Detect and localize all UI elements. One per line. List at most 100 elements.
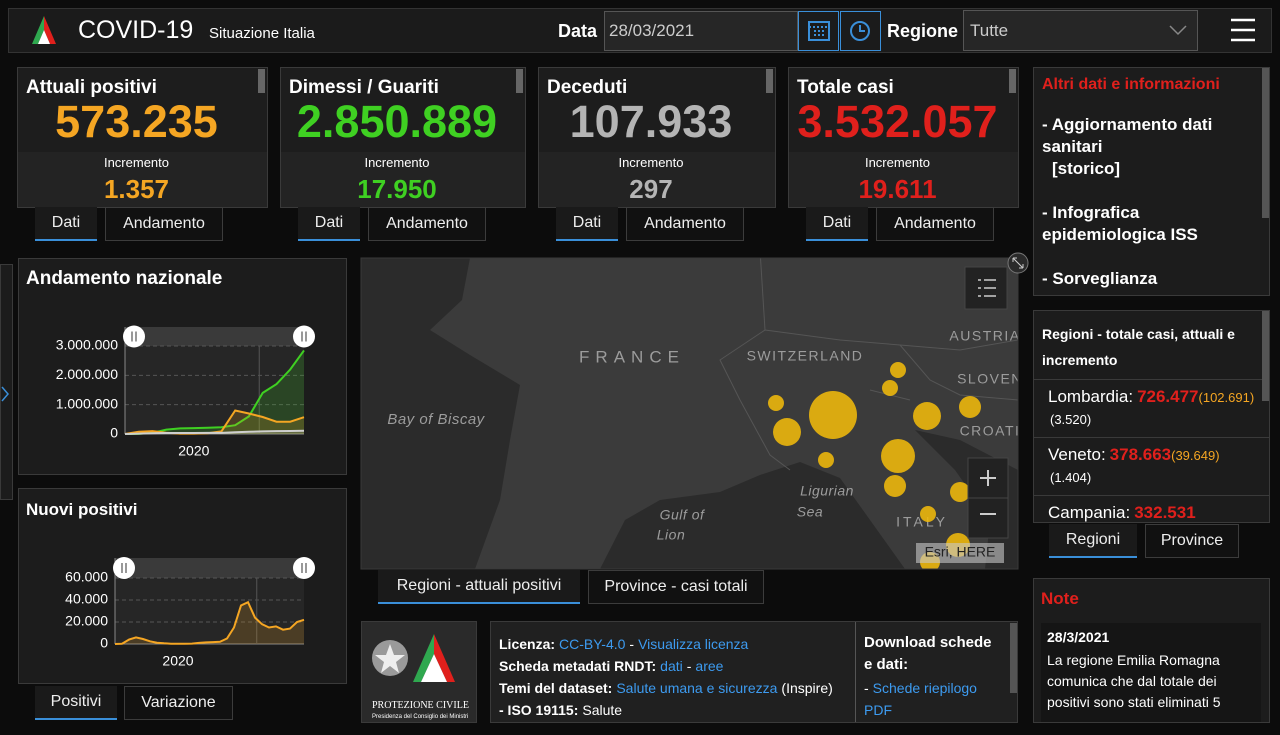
chart-tab[interactable]: Variazione [124, 686, 233, 720]
card-increment: 17.950 [357, 174, 437, 204]
side-toggle[interactable] [0, 264, 13, 500]
scrollbar[interactable] [1009, 69, 1016, 93]
side-arrow [1, 386, 9, 402]
zoom-controls [967, 457, 1009, 539]
scrollbar[interactable] [516, 69, 523, 93]
map-label: Sea [797, 504, 823, 520]
card-title: Totale casi [797, 77, 894, 98]
region-total: 726.477 [1137, 387, 1199, 406]
card-increment: 19.611 [858, 174, 937, 204]
map-bubble [808, 390, 858, 440]
info-link[interactable]: - Sorveglianza [1042, 269, 1158, 288]
license-bold: Licenza: [499, 636, 556, 652]
card-tab[interactable]: Dati [556, 207, 618, 241]
card-tab[interactable]: Andamento [626, 207, 744, 241]
menu-button[interactable] [1229, 17, 1257, 43]
note-date: 28/3/2021 [1047, 629, 1110, 645]
card-increment-label: Incremento [864, 155, 931, 170]
note-text: La regione Emilia Romagna comunica che d… [1047, 652, 1221, 710]
scrollbar[interactable] [258, 69, 265, 93]
chart-title: Nuovi positivi [26, 500, 138, 519]
map-label: SLOVEN [957, 371, 1023, 387]
map-label: CROATI [960, 423, 1021, 439]
card-tab[interactable]: Dati [298, 207, 360, 241]
calendar-button[interactable] [798, 11, 839, 51]
map-bubble [920, 506, 936, 522]
map-tab[interactable]: Province - casi totali [588, 570, 764, 604]
map-sea [600, 462, 905, 569]
scrollbar[interactable] [766, 69, 773, 93]
stat-card: Totale casi 3.532.057 Incremento 19.611 [788, 67, 1019, 208]
card-tab[interactable]: Andamento [876, 207, 994, 241]
card-title: Dimessi / Guariti [289, 77, 439, 98]
regions-tab[interactable]: Regioni [1049, 524, 1137, 558]
zoom-in-icon [980, 470, 996, 486]
map-bubble [882, 380, 898, 396]
logo-box: PROTEZIONE CIVILE Presidenza del Consigl… [361, 621, 477, 723]
layer-list-button [964, 266, 1008, 310]
card-increment: 1.357 [103, 174, 170, 204]
regions-tab[interactable]: Province [1145, 524, 1239, 558]
dropdown-arrow [1169, 25, 1187, 36]
license-plain: (Inspire) [781, 680, 833, 696]
card-value: 573.235 [55, 96, 218, 147]
license-bold: Temi del dataset: [499, 680, 613, 696]
map-attribution: Esri, HERE [925, 544, 996, 560]
license-line: Temi del dataset: Salute umana e sicurezz… [499, 677, 837, 699]
region-total: 332.531 [1134, 503, 1196, 522]
chart-tab[interactable]: Positivi [35, 686, 117, 720]
map-frame [360, 257, 1019, 570]
region-name: Lombardia: [1048, 387, 1134, 406]
map-bubble [818, 452, 834, 468]
card-title: Attuali positivi [26, 77, 157, 98]
info-storico[interactable]: [storico] [1052, 159, 1120, 178]
attribution-box [916, 543, 1004, 563]
logo-text: PROTEZIONE CIVILE [372, 700, 469, 711]
card-increment-label: Incremento [364, 155, 430, 170]
scrollbar[interactable] [1262, 311, 1269, 401]
time-button[interactable] [840, 11, 881, 51]
license-link[interactable]: CC-BY-4.0 [559, 636, 626, 652]
license-line: Licenza: CC-BY-4.0- Visualizza licenza [499, 633, 837, 655]
license-box: Licenza: CC-BY-4.0- Visualizza licenza Sche… [490, 621, 1018, 723]
map-bubble [773, 418, 801, 446]
region-row: Veneto: 378.663(39.649) (1.404) [1034, 437, 1269, 495]
region-increment: (3.520) [1050, 412, 1092, 427]
info-link[interactable]: - Infografica epidemiologica ISS [1042, 203, 1198, 244]
map-land [361, 258, 1018, 569]
license-link[interactable]: Schede riepilogo PDF [864, 680, 977, 718]
card-tab[interactable]: Dati [806, 207, 868, 241]
license-bold: Scheda metadati RNDT: [499, 658, 657, 674]
info-link[interactable]: - Aggiornamento dati sanitari [storico] [1042, 114, 1261, 180]
map-bubble [950, 482, 970, 502]
license-link[interactable]: Salute umana e sicurezza [616, 680, 778, 696]
license-link[interactable]: Visualizza licenza [638, 636, 749, 652]
card-increment: 297 [629, 174, 673, 204]
stat-card: Attuali positivi 573.235 Incremento 1.357 [17, 67, 268, 208]
chart-panel [18, 258, 347, 475]
region-select[interactable]: Tutte [963, 10, 1198, 51]
card-tab[interactable]: Andamento [368, 207, 486, 241]
license-link[interactable]: aree [695, 658, 724, 674]
map-label: Ligurian [800, 483, 854, 499]
calendar-icon [808, 21, 830, 41]
card-tab[interactable]: Andamento [105, 207, 223, 241]
map-label: SWITZERLAND [747, 348, 864, 364]
license-link[interactable]: dati [660, 658, 683, 674]
card-tab[interactable]: Dati [35, 207, 97, 241]
chart-title: Andamento nazionale [26, 268, 223, 289]
license-line: Scheda metadati RNDT: dati - aree [499, 655, 837, 677]
map-label: Lion [657, 527, 685, 543]
scrollbar[interactable] [1262, 68, 1269, 218]
stat-card: Deceduti 107.933 Incremento 297 [538, 67, 776, 208]
region-total: 378.663 [1109, 445, 1172, 464]
info-link-text[interactable]: - Aggiornamento dati sanitari [1042, 115, 1213, 156]
map-bubble [958, 395, 982, 419]
map-label: Gulf of [660, 507, 706, 523]
info-panel: Altri dati e informazioni - Aggiornament… [1033, 67, 1270, 296]
map-tab[interactable]: Regioni - attuali positivi [378, 570, 580, 604]
date-input[interactable]: 28/03/2021 [604, 11, 798, 51]
info-title: Altri dati e informazioni [1042, 76, 1220, 93]
map-bubble [768, 395, 784, 411]
